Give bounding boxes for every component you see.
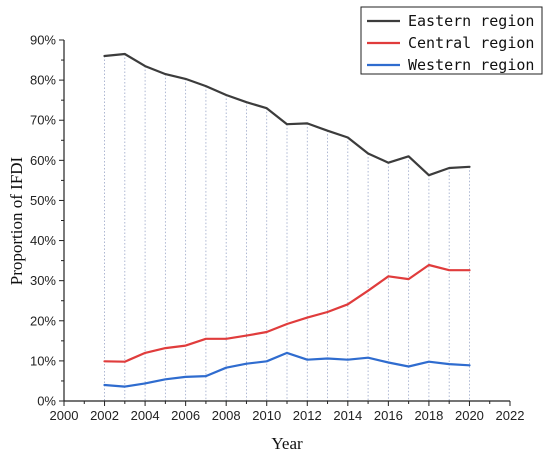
legend-box: [360, 6, 543, 75]
y-axis-title: Proportion of IFDI: [7, 156, 26, 285]
series-lines: [103, 52, 471, 388]
drop-lines: [104, 54, 470, 401]
y-tick-label: 20%: [30, 313, 56, 328]
y-tick-label: 70%: [30, 113, 56, 128]
y-tick-label: 30%: [30, 273, 56, 288]
y-tick-label: 50%: [30, 193, 56, 208]
legend-label: Central region: [408, 34, 534, 52]
x-tick-label: 2010: [252, 408, 281, 423]
series-line-western-region: [103, 351, 471, 388]
x-tick-label: 2000: [50, 408, 79, 423]
x-tick-label: 2020: [455, 408, 484, 423]
x-tick-label: 2014: [333, 408, 362, 423]
y-tick-label: 60%: [30, 153, 56, 168]
x-tick-label: 2008: [212, 408, 241, 423]
x-tick-label: 2012: [293, 408, 322, 423]
y-axis: 0% 10% 20% 30% 40% 50% 60% 70% 80% 90%: [30, 33, 65, 409]
y-tick-label: 90%: [30, 33, 56, 48]
x-tick-label: 2004: [131, 408, 160, 423]
x-tick-label: 2018: [414, 408, 443, 423]
legend-label: Western region: [408, 56, 534, 74]
y-tick-label: 0%: [37, 394, 56, 409]
series-line-eastern-region: [103, 52, 471, 177]
x-tick-label: 2002: [90, 408, 119, 423]
y-tick-label: 10%: [30, 353, 56, 368]
series-line-central-region: [103, 263, 471, 363]
x-tick-label: 2006: [171, 408, 200, 423]
x-axis-title: Year: [271, 434, 303, 453]
legend: Eastern region Central region Western regi…: [360, 6, 543, 75]
y-tick-label: 80%: [30, 73, 56, 88]
x-tick-label: 2022: [496, 408, 525, 423]
x-axis: 2000 2002 2004 2006 2008 2010 2012 2014 2016 2018…: [50, 400, 525, 423]
x-tick-label: 2016: [374, 408, 403, 423]
legend-label: Eastern region: [408, 12, 534, 30]
y-tick-label: 40%: [30, 233, 56, 248]
